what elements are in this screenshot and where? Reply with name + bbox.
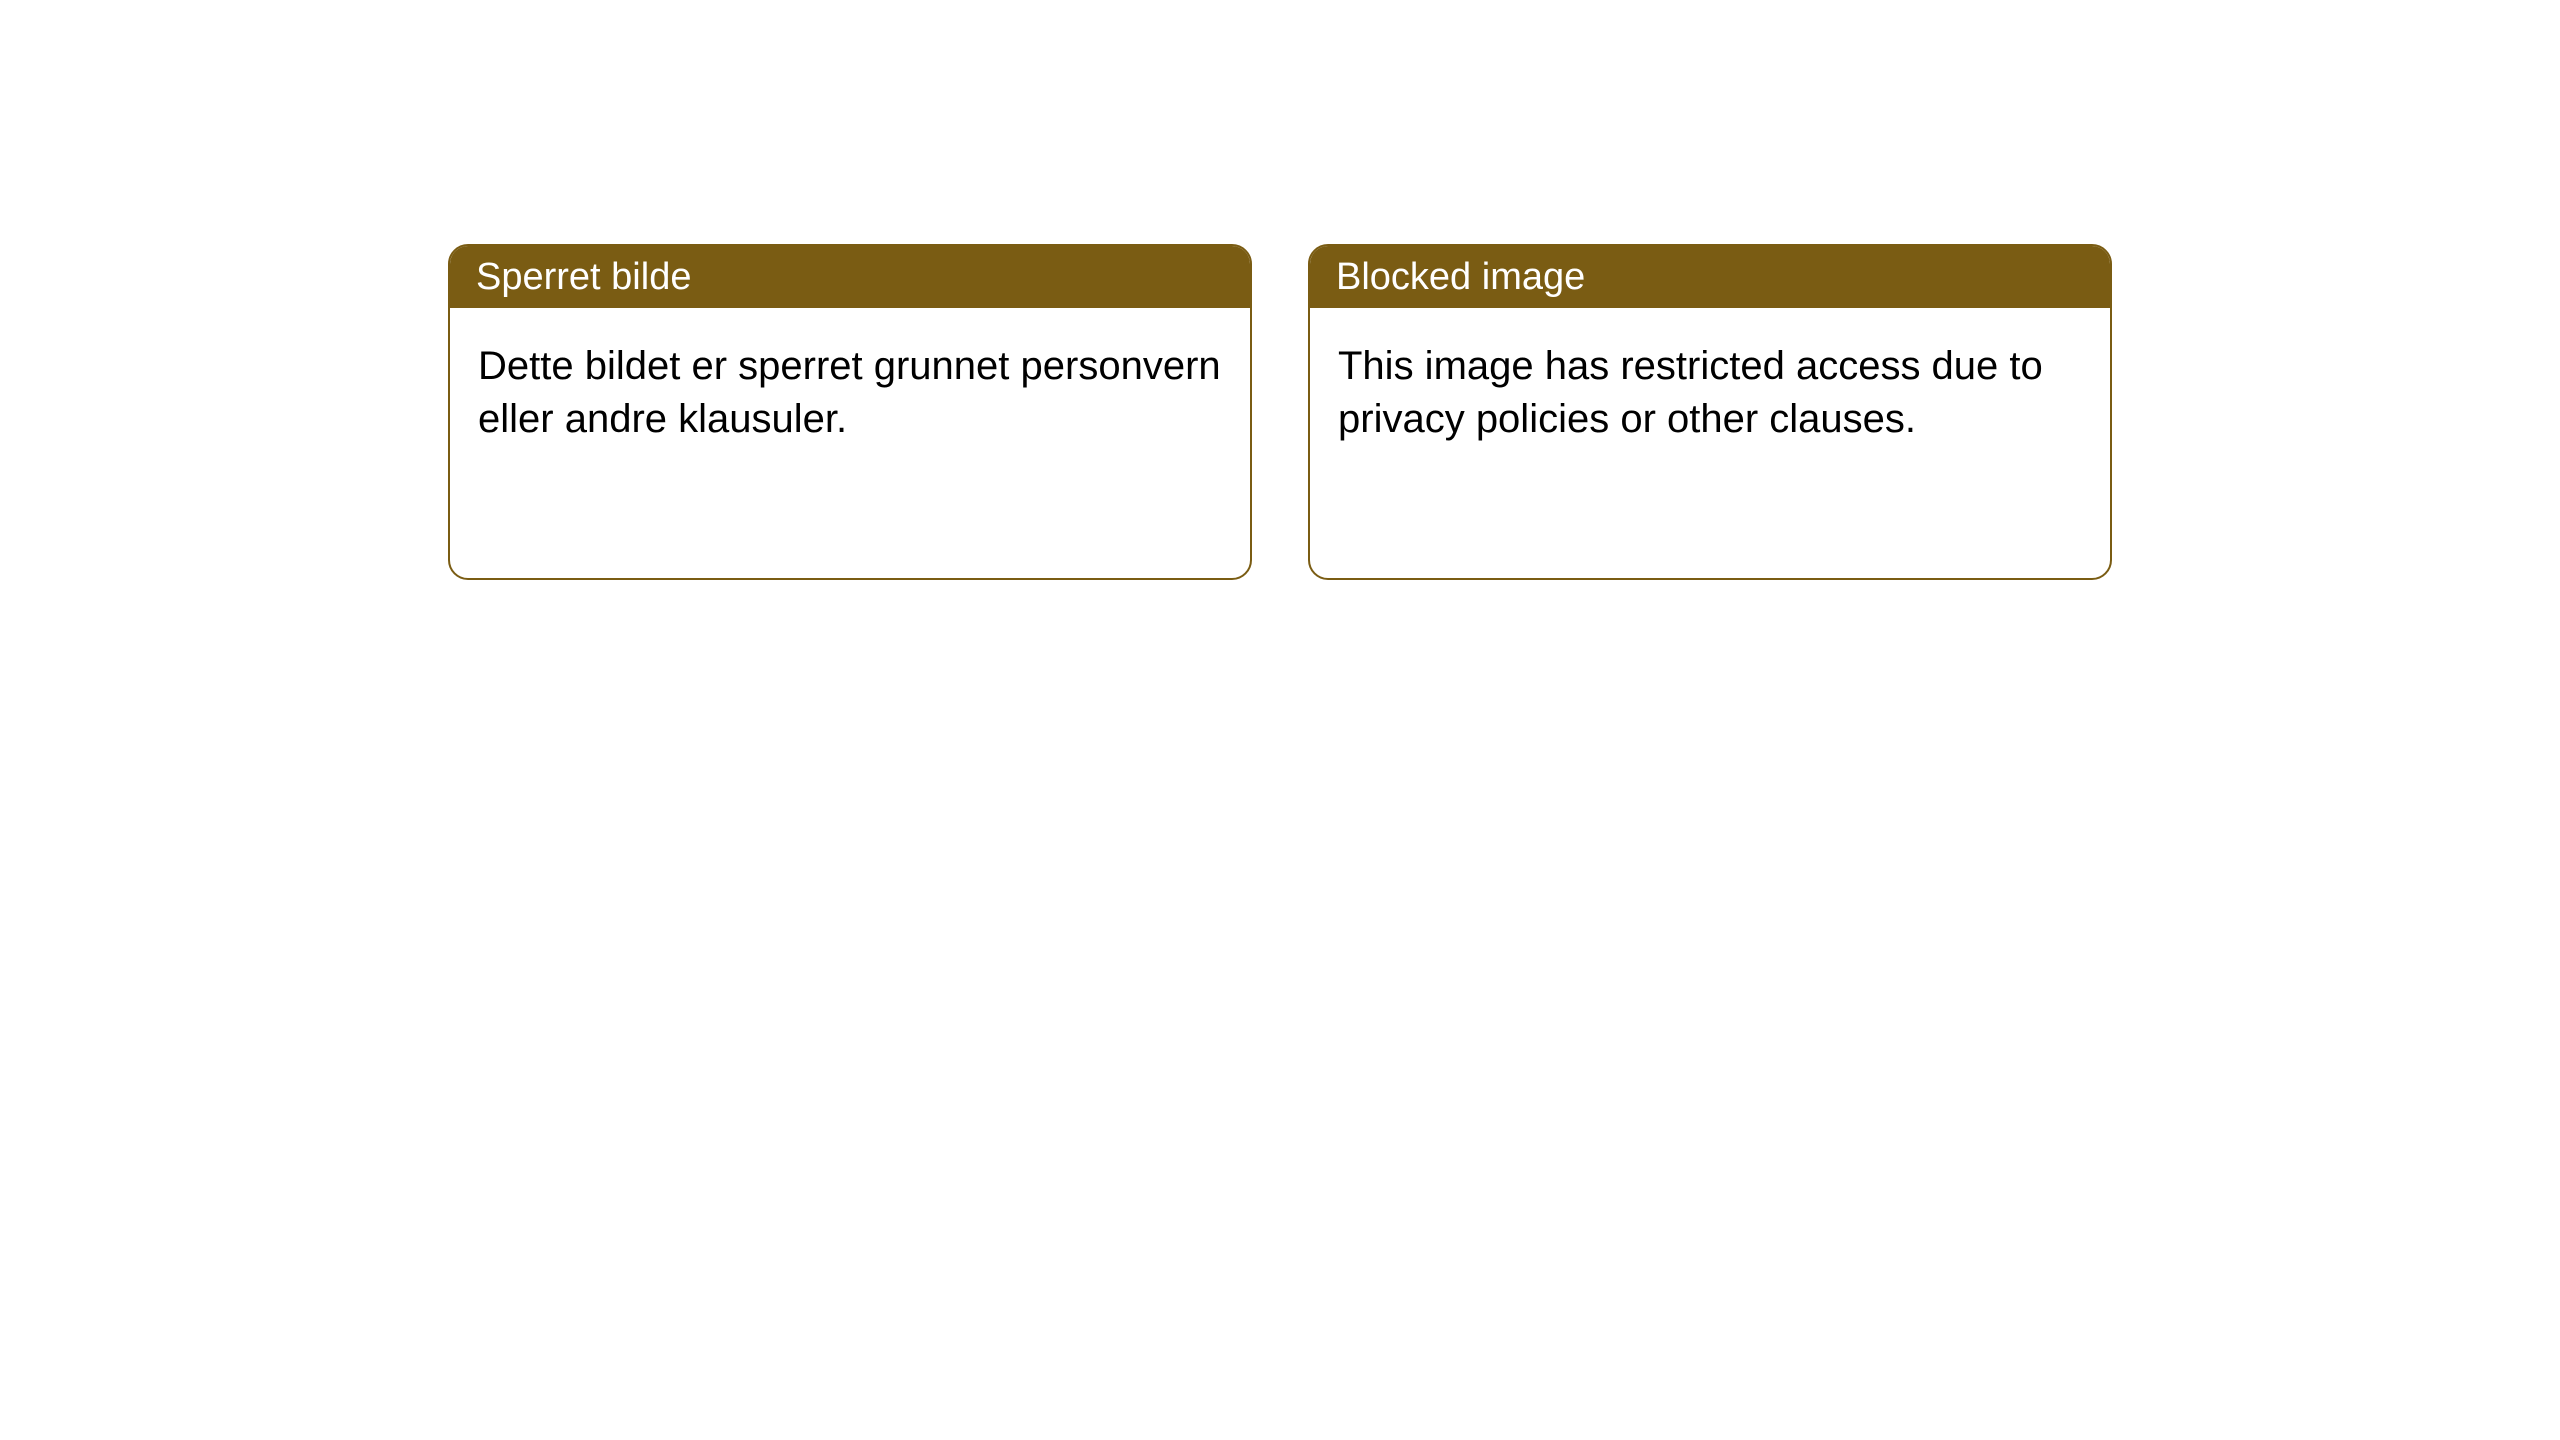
card-body-text: This image has restricted access due to … xyxy=(1338,344,2043,441)
notice-cards-container: Sperret bilde Dette bildet er sperret gr… xyxy=(448,244,2112,580)
card-title: Sperret bilde xyxy=(476,256,691,299)
card-body: Dette bildet er sperret grunnet personve… xyxy=(450,308,1250,478)
card-body: This image has restricted access due to … xyxy=(1310,308,2110,478)
card-title: Blocked image xyxy=(1336,256,1585,299)
card-header: Sperret bilde xyxy=(450,246,1250,308)
card-header: Blocked image xyxy=(1310,246,2110,308)
card-body-text: Dette bildet er sperret grunnet personve… xyxy=(478,344,1221,441)
notice-card-norwegian: Sperret bilde Dette bildet er sperret gr… xyxy=(448,244,1252,580)
notice-card-english: Blocked image This image has restricted … xyxy=(1308,244,2112,580)
